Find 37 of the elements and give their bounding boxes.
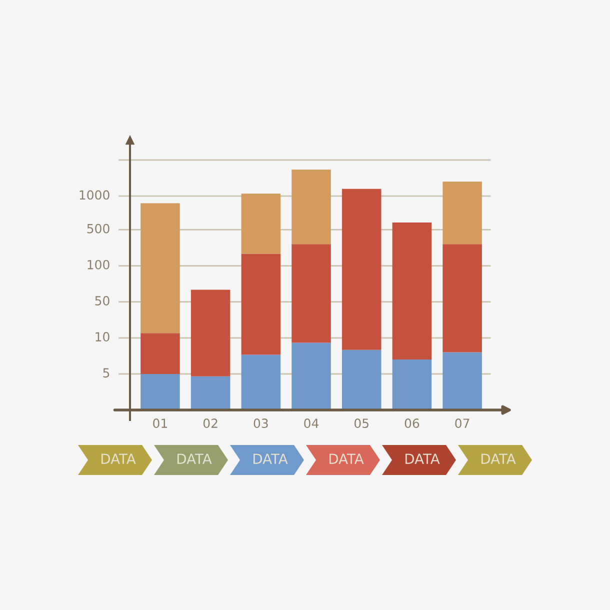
text: DATA xyxy=(253,454,288,464)
bar xyxy=(442,352,482,410)
bar xyxy=(241,254,281,355)
x-tick-label: 02 xyxy=(203,418,218,428)
bar xyxy=(292,342,331,410)
x-tick-label: 07 xyxy=(455,418,470,428)
text: DATA xyxy=(329,454,364,464)
bar xyxy=(140,203,180,334)
bar xyxy=(190,290,230,376)
bar xyxy=(292,244,331,343)
text: DATA xyxy=(101,454,136,464)
x-tick-label: 04 xyxy=(304,418,319,428)
bar xyxy=(241,354,281,410)
text: 1000 xyxy=(80,190,110,200)
bar xyxy=(140,374,180,410)
bar xyxy=(392,360,432,410)
text: DATA xyxy=(405,454,440,464)
x-tick-label: 06 xyxy=(404,418,420,428)
bar xyxy=(392,222,432,360)
text: DATA xyxy=(481,454,516,464)
x-tick-label: 03 xyxy=(254,418,268,428)
bar xyxy=(292,170,331,244)
text: 100 xyxy=(88,260,110,270)
x-tick-label: 05 xyxy=(354,418,368,428)
bar xyxy=(442,244,482,352)
bar xyxy=(140,333,180,374)
text: 50 xyxy=(95,296,110,306)
bar xyxy=(442,182,482,244)
text: DATA xyxy=(177,454,212,464)
bar xyxy=(342,188,382,350)
text: 500 xyxy=(87,224,110,234)
text: 10 xyxy=(96,332,110,342)
text: 5 xyxy=(103,368,110,378)
x-tick-label: 01 xyxy=(153,418,168,428)
bar xyxy=(190,376,230,410)
bar xyxy=(342,350,382,410)
bar xyxy=(241,194,281,254)
